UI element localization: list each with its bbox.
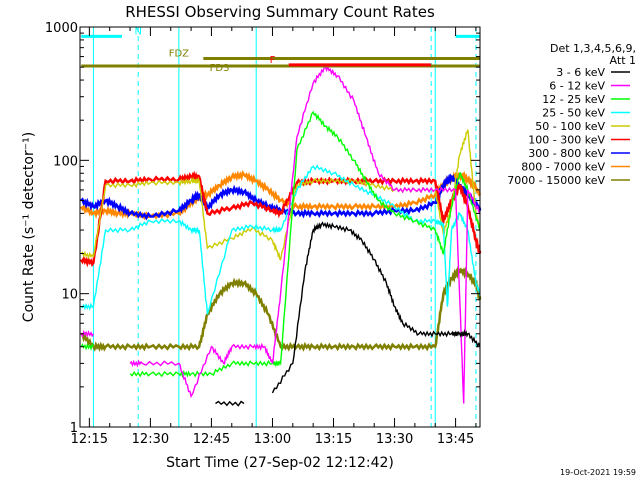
annotation-label-f: F [270, 55, 276, 66]
plot-border [79, 26, 481, 428]
annotation-label-n: N [134, 26, 141, 37]
y-tick-label: 1 [70, 421, 78, 436]
legend-entry-label: 300 - 800 keV [528, 147, 605, 160]
plot-frame [79, 26, 481, 428]
x-tick-label: 12:30 [132, 432, 169, 447]
axis-ticks: 1 10 100 1000 12:15 12:30 12:45 13:00 13:15 13:30… [45, 21, 480, 447]
legend-entry-label: 6 - 12 keV [549, 80, 605, 93]
series-line-3-6-kev [215, 221, 481, 407]
x-tick-label: 13:30 [376, 432, 413, 447]
annotation-label-fdz: FDZ [169, 49, 189, 60]
x-tick-label: 13:45 [437, 432, 474, 447]
legend-entry-label: 3 - 6 keV [556, 66, 605, 79]
legend-entry-label: 100 - 300 keV [528, 134, 605, 147]
x-tick-label: 12:45 [193, 432, 230, 447]
x-tick-label: 13:00 [254, 432, 291, 447]
chart-title: RHESSI Observing Summary Count Rates [125, 3, 435, 21]
series-line-25-50-kev [80, 164, 481, 315]
legend-entry-label: 7000 - 15000 keV [507, 174, 605, 187]
series-line-300-800-kev [80, 173, 482, 221]
legend-entry-label: 12 - 25 keV [542, 93, 605, 106]
y-tick-label: 100 [53, 154, 78, 169]
x-tick-label: 13:15 [315, 432, 352, 447]
series-line-6-12-kev [80, 64, 481, 404]
legend-header: Att 1 [610, 54, 636, 67]
series-line-50-100-kev [80, 129, 481, 261]
y-tick-label: 1000 [45, 21, 78, 36]
legend-entry-label: 800 - 7000 keV [521, 161, 605, 174]
y-tick-label: 10 [61, 288, 78, 303]
x-tick-label: 12:15 [71, 432, 108, 447]
legend-entry-label: 25 - 50 keV [542, 107, 605, 120]
annotation-label-fd3: FD3 [210, 63, 230, 74]
data-layer: N FDZ FD3 F [80, 26, 482, 427]
x-axis-label: Start Time (27-Sep-02 12:12:42) [166, 455, 394, 471]
y-axis-label: Count Rate (s⁻¹ detector⁻¹) [21, 132, 37, 322]
generation-timestamp: 19-Oct-2021 19:59 [560, 468, 636, 477]
series-line-7000-15000-kev [80, 265, 482, 353]
series-line-12-25-kev [80, 110, 481, 379]
series-line-100-300-kev [80, 170, 482, 268]
legend-entry-label: 50 - 100 keV [535, 120, 605, 133]
legend-header: Det 1,3,4,5,6,9, [550, 42, 636, 55]
